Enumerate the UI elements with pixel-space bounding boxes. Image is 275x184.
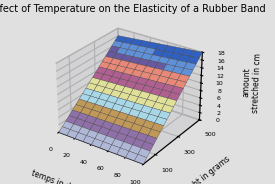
Y-axis label: weight in grams: weight in grams — [177, 154, 232, 184]
Title: Effect of Temperature on the Elasticity of a Rubber Band: Effect of Temperature on the Elasticity … — [0, 4, 266, 14]
X-axis label: temps in degrees Celsius: temps in degrees Celsius — [30, 169, 123, 184]
